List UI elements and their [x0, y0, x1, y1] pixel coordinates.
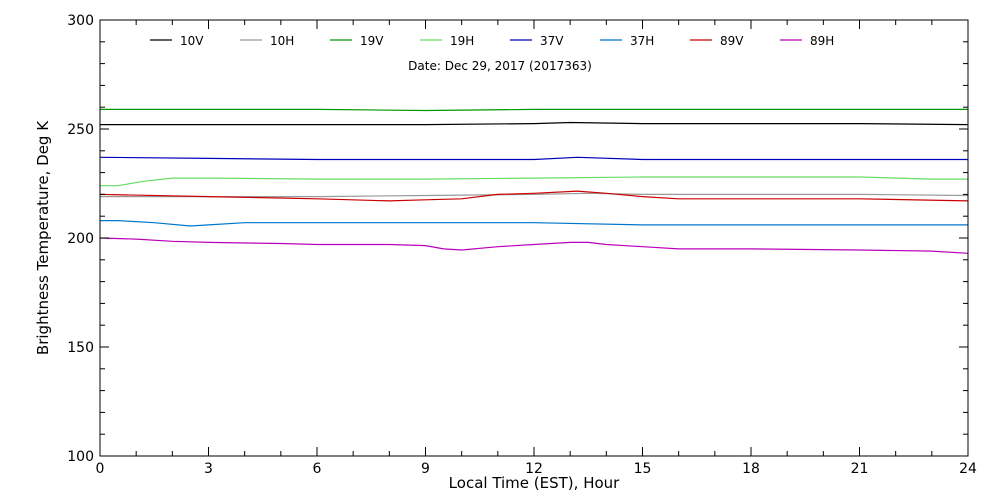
x-tick-label: 9	[421, 461, 430, 477]
series-line-37v	[99, 156, 968, 161]
x-tick-label: 3	[204, 461, 213, 477]
series-line-89h	[99, 237, 969, 254]
series-layer	[99, 108, 969, 254]
series-line-19h	[100, 176, 968, 187]
legend-label-19v: 19V	[360, 34, 384, 48]
x-tick-label: 24	[959, 461, 977, 477]
legend-label-37h: 37H	[630, 34, 654, 48]
chart-subtitle: Date: Dec 29, 2017 (2017363)	[408, 59, 592, 73]
legend-label-37v: 37V	[540, 34, 564, 48]
legend-label-19h: 19H	[450, 34, 474, 48]
ticks-layer: 0 3 6 9 12 15 18 21 24 100 150 200 250 300	[67, 13, 977, 477]
series-line-89v	[99, 190, 969, 202]
legend: 10V 10H 19V 19H 37V 37H 89V 89H	[150, 34, 834, 48]
series-line-10h	[100, 192, 969, 198]
legend-label-89v: 89V	[720, 34, 744, 48]
y-tick-label: 300	[67, 13, 94, 29]
x-tick-label: 0	[96, 461, 105, 477]
x-tick-label: 15	[634, 461, 652, 477]
x-tick-label: 18	[742, 461, 760, 477]
y-tick-label: 150	[67, 340, 94, 356]
x-tick-label: 21	[851, 461, 869, 477]
legend-label-10h: 10H	[270, 34, 294, 48]
series-line-37h	[100, 220, 968, 227]
x-tick-label: 6	[313, 461, 322, 477]
y-tick-label: 200	[67, 231, 94, 247]
series-line-10v	[100, 121, 969, 126]
x-axis-title: Local Time (EST), Hour	[449, 474, 620, 492]
x-tick-label: 12	[525, 461, 543, 477]
legend-label-89h: 89H	[810, 34, 834, 48]
y-axis-title: Brightness Temperature, Deg K	[34, 120, 52, 355]
y-tick-label: 250	[67, 122, 94, 138]
legend-label-10v: 10V	[180, 34, 204, 48]
y-tick-label: 100	[67, 449, 94, 465]
series-line-19v	[100, 108, 968, 112]
